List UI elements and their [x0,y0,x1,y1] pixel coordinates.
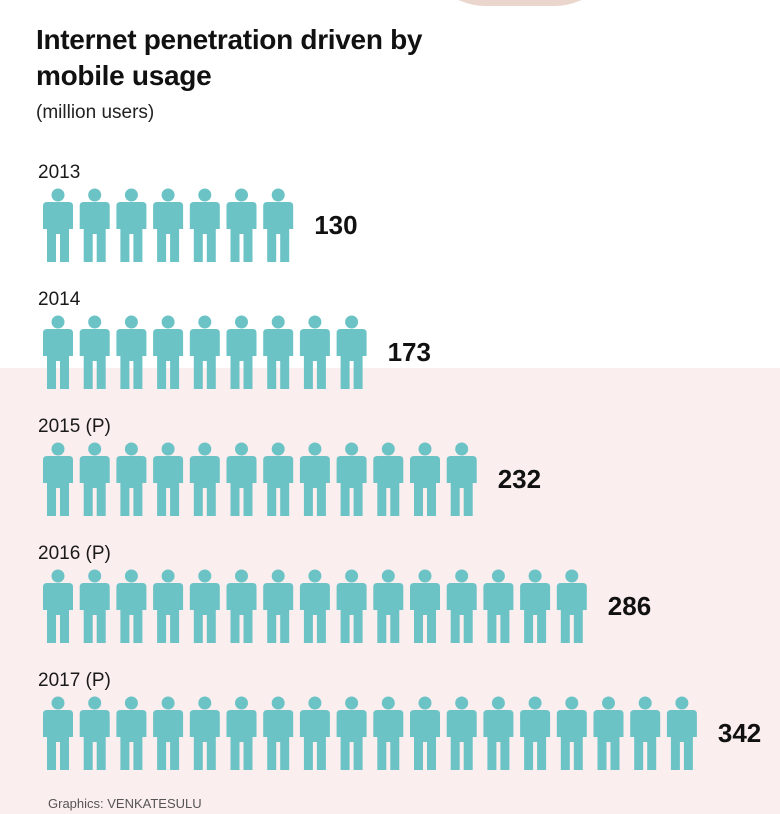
person-icon [226,442,257,516]
person-icon [263,188,294,262]
person-icon [336,696,367,770]
year-label: 2013 [38,162,80,183]
person-icon [336,315,367,389]
person-icon [116,696,147,770]
value-label: 286 [608,591,651,621]
graphics-credit: Graphics: VENKATESULU [48,796,202,811]
person-icon [336,442,367,516]
person-icon [116,569,147,643]
pictogram-row: 2014 173 [38,289,431,389]
person-icon [299,569,330,643]
person-icon [189,315,220,389]
person-icon [79,696,110,770]
person-icon [593,696,624,770]
person-icon [79,442,110,516]
person-icon [226,569,257,643]
person-icon [189,696,220,770]
pictogram-row: 2017 (P) 342 [38,670,761,770]
person-icon [373,442,404,516]
person-icon [43,696,73,770]
person-icon [153,315,184,389]
person-icon [299,442,330,516]
person-icon [153,696,184,770]
person-icon [43,569,73,643]
person-icon [483,569,514,643]
year-label: 2014 [38,289,81,310]
person-icon [483,696,514,770]
person-icon [410,696,440,770]
person-icon [666,696,697,770]
person-icon [189,569,220,643]
person-icon [116,188,147,262]
person-icon [520,696,551,770]
person-icon [153,569,184,643]
person-icon [556,569,587,643]
value-label: 342 [718,718,761,748]
person-icon [520,569,551,643]
person-icon [263,442,294,516]
person-icon [446,442,477,516]
person-icon [116,442,147,516]
person-icon [189,442,220,516]
person-icon [43,442,73,516]
person-icon [410,569,440,643]
person-icon [263,569,294,643]
person-icon [226,315,257,389]
title-block: Internet penetration driven by mobile us… [36,22,496,126]
person-icon [79,315,110,389]
person-icon [226,188,257,262]
person-icon [116,315,147,389]
person-icon [189,188,220,262]
pictogram-row: 2016 (P) 286 [38,543,651,643]
year-label: 2015 (P) [38,416,111,437]
person-icon [299,315,330,389]
value-label: 173 [388,337,431,367]
person-icon [153,188,184,262]
photo-edge [420,0,620,6]
value-label: 232 [498,464,541,494]
person-icon [263,315,294,389]
upper-panel [0,0,780,368]
person-icon [556,696,587,770]
person-icon [226,696,257,770]
year-label: 2017 (P) [38,670,111,691]
person-icon [446,696,477,770]
person-icon [263,696,294,770]
person-icon [336,569,367,643]
person-icon [446,569,477,643]
pictogram-row: 2015 (P) 232 [38,416,541,516]
chart-subtitle: (million users) [36,102,155,123]
person-icon [630,696,661,770]
person-icon [299,696,330,770]
pictogram-row: 2013 130 [38,162,358,262]
person-icon [43,315,73,389]
person-icon [79,569,110,643]
person-icon [410,442,440,516]
value-label: 130 [314,210,357,240]
person-icon [79,188,110,262]
year-label: 2016 (P) [38,543,111,564]
person-icon [43,188,73,262]
chart-rows: 2013 130 2014 173 2015 (P) 232 2016 (P) 286 2017… [38,162,761,770]
person-icon [373,569,404,643]
chart-title: Internet penetration driven by mobile us… [36,24,423,91]
person-icon [373,696,404,770]
person-icon [153,442,184,516]
